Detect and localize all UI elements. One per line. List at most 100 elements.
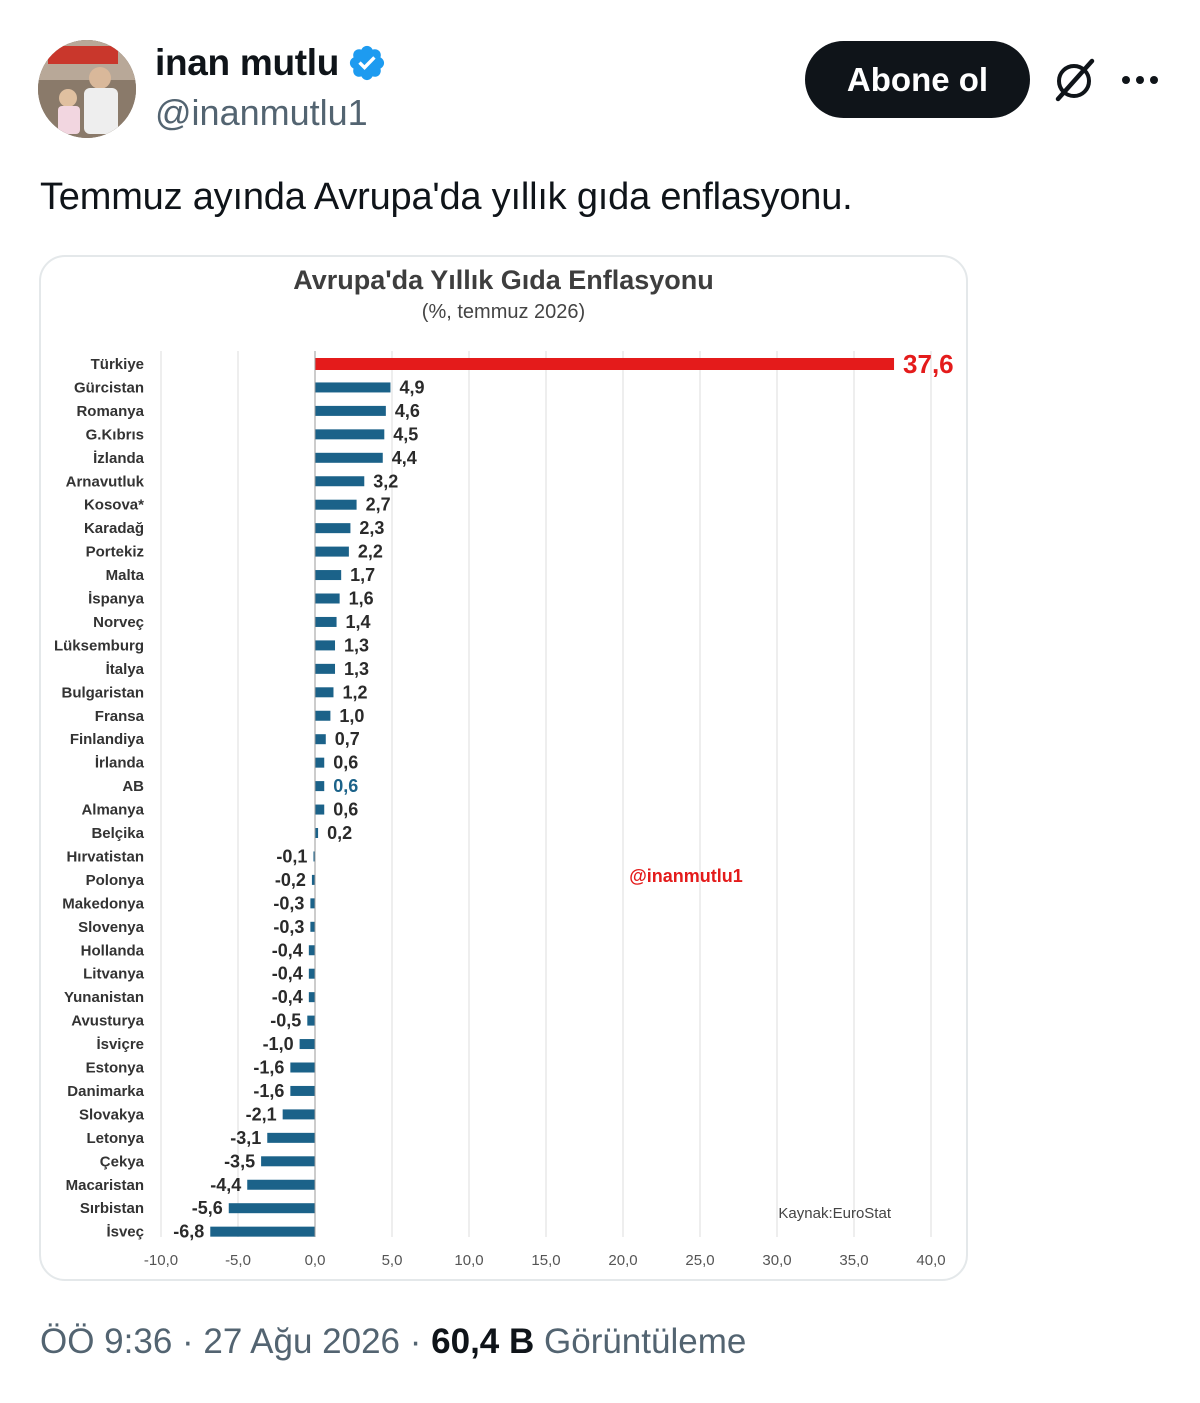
author-name-row[interactable]: inan mutlu: [155, 42, 387, 84]
more-dots-icon[interactable]: [1118, 58, 1162, 102]
bar: [315, 710, 331, 721]
category-label: İspanya: [88, 591, 145, 608]
category-label: Malta: [106, 567, 145, 584]
grok-icon[interactable]: [1050, 55, 1100, 105]
value-label: 37,6: [903, 349, 954, 379]
value-label: 1,6: [349, 589, 374, 609]
category-label: Türkiye: [91, 356, 144, 373]
tweet-text: Temmuz ayında Avrupa'da yıllık gıda enfl…: [40, 176, 853, 218]
bar: [210, 1226, 315, 1237]
tweet-meta: ÖÖ 9:36 · 27 Ağu 2026 · 60,4 B Görüntüle…: [40, 1322, 746, 1362]
avatar[interactable]: [38, 40, 136, 138]
bar: [315, 663, 336, 674]
meta-separator: ·: [182, 1322, 194, 1361]
value-label: 1,3: [344, 659, 369, 679]
chart-source: Kaynak:EuroStat: [778, 1205, 891, 1222]
chart-title: Avrupa'da Yıllık Gıda Enflasyonu: [293, 265, 714, 295]
value-label: 1,2: [342, 682, 367, 702]
value-label: 2,3: [359, 518, 384, 538]
tweet-date[interactable]: 27 Ağu 2026: [203, 1322, 401, 1361]
bar: [310, 921, 315, 932]
category-label: Makedonya: [62, 895, 144, 912]
value-label: 0,6: [333, 776, 358, 796]
tweet-media-chart[interactable]: Avrupa'da Yıllık Gıda Enflasyonu (%, tem…: [39, 255, 968, 1281]
value-label: -0,5: [270, 1011, 301, 1031]
value-label: -0,1: [276, 846, 307, 866]
value-label: 0,7: [335, 729, 360, 749]
category-label: Letonya: [86, 1130, 144, 1147]
bar: [315, 358, 895, 370]
category-label: Romanya: [76, 403, 144, 420]
category-label: Almanya: [81, 802, 144, 819]
bar: [315, 640, 336, 651]
value-label: -5,6: [192, 1198, 223, 1218]
bar: [310, 898, 315, 909]
category-label: İtalya: [106, 661, 145, 678]
category-label: Portekiz: [86, 544, 144, 561]
bar: [307, 1015, 315, 1026]
category-label: Danimarka: [67, 1083, 144, 1100]
bar: [315, 804, 325, 815]
author-handle[interactable]: @inanmutlu1: [155, 92, 368, 133]
category-label: Estonya: [86, 1060, 145, 1077]
bar: [315, 734, 326, 745]
value-label: 4,4: [392, 448, 417, 468]
category-label: İzlanda: [93, 450, 145, 467]
bar: [315, 523, 351, 534]
value-label: 1,4: [346, 612, 371, 632]
category-label: Fransa: [95, 708, 145, 725]
category-label: G.Kıbrıs: [86, 426, 144, 443]
value-label: 4,5: [393, 424, 418, 444]
bar: [315, 570, 342, 581]
bar: [315, 452, 383, 463]
value-label: -3,1: [230, 1128, 261, 1148]
x-tick-label: 5,0: [382, 1252, 403, 1269]
category-label: Lüksemburg: [54, 637, 144, 654]
category-label: Hırvatistan: [66, 848, 144, 865]
category-label: Bulgaristan: [61, 684, 144, 701]
value-label: -0,3: [273, 893, 304, 913]
value-label: 4,6: [395, 401, 420, 421]
x-tick-label: 40,0: [916, 1252, 945, 1269]
tweet-time[interactable]: ÖÖ 9:36: [40, 1322, 173, 1361]
follow-button[interactable]: Abone ol: [805, 41, 1030, 118]
category-label: Macaristan: [66, 1177, 144, 1194]
category-label: İrlanda: [95, 755, 145, 772]
bar: [247, 1179, 315, 1190]
value-label: -2,1: [246, 1104, 277, 1124]
value-label: 0,6: [333, 753, 358, 773]
category-label: Yunanistan: [64, 989, 144, 1006]
bar: [315, 593, 340, 604]
category-label: Litvanya: [83, 966, 145, 983]
value-label: -1,6: [253, 1058, 284, 1078]
bar: [311, 874, 315, 885]
x-tick-label: 35,0: [839, 1252, 868, 1269]
category-label: Avusturya: [71, 1013, 144, 1030]
bar: [282, 1109, 315, 1120]
value-label: 1,0: [339, 706, 364, 726]
chart-subtitle: (%, temmuz 2026): [421, 301, 586, 323]
bar: [315, 476, 365, 487]
bar-chart: -10,0 -5,0 0,0 5,0 10,0 15,0 20,0 25,0 30,0 35,0 4…: [54, 349, 954, 1269]
bar: [261, 1156, 315, 1167]
value-label: -1,0: [263, 1034, 294, 1054]
bar: [315, 616, 337, 627]
category-label: Kosova*: [84, 497, 144, 514]
bar: [315, 687, 334, 698]
bar: [315, 757, 325, 768]
x-tick-label: 30,0: [762, 1252, 791, 1269]
verified-badge-icon: [349, 45, 385, 81]
views-label: Görüntüleme: [544, 1322, 747, 1361]
bar: [315, 429, 385, 440]
category-label: AB: [122, 778, 144, 795]
views-count: 60,4 B: [431, 1322, 535, 1361]
author-display-name[interactable]: inan mutlu: [155, 42, 340, 83]
value-label: 2,2: [358, 542, 383, 562]
value-label: 0,6: [333, 800, 358, 820]
category-label: Gürcistan: [74, 379, 144, 396]
bar: [290, 1085, 315, 1096]
category-label: Karadağ: [84, 520, 144, 537]
value-label: 1,7: [350, 565, 375, 585]
bar: [315, 499, 357, 510]
value-label: 1,3: [344, 635, 369, 655]
